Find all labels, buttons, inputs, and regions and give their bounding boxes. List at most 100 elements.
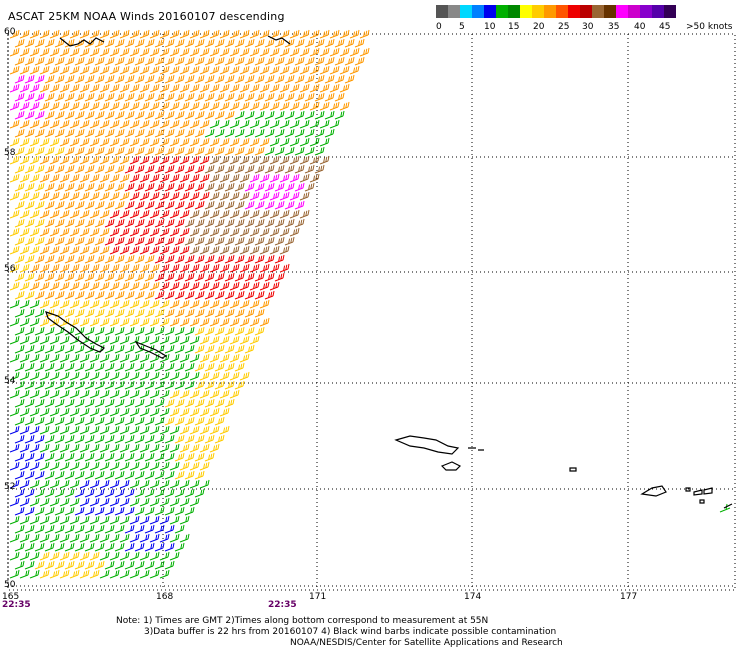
wind-barb (84, 164, 95, 174)
wind-barb (64, 488, 75, 498)
wind-barb (234, 362, 245, 372)
wind-barb (124, 164, 135, 174)
wind-barb (64, 272, 75, 282)
wind-barb (104, 326, 115, 336)
wind-barb (139, 65, 150, 75)
wind-barb (189, 47, 200, 57)
wind-barb (199, 83, 210, 93)
wind-barb (184, 308, 195, 318)
wind-barb (94, 236, 105, 246)
wind-barb (49, 173, 60, 183)
wind-barb (124, 272, 135, 282)
wind-barb (174, 506, 185, 516)
wind-barb (164, 416, 175, 426)
wind-barb (229, 155, 240, 165)
wind-barb (49, 137, 60, 147)
wind-barb (274, 236, 285, 246)
wind-barb (44, 92, 55, 102)
wind-barb (189, 335, 200, 345)
wind-barb (249, 191, 260, 201)
wind-barb (264, 128, 275, 138)
wind-barb (34, 362, 45, 372)
wind-barb (94, 128, 105, 138)
wind-barb (119, 47, 130, 57)
wind-barb (209, 173, 220, 183)
wind-barb (34, 488, 45, 498)
wind-barb (119, 191, 130, 201)
wind-barb (14, 254, 25, 264)
wind-barb (254, 218, 265, 228)
wind-barb (144, 452, 155, 462)
wind-barb (129, 551, 140, 561)
wind-barb (109, 479, 120, 489)
wind-barb (239, 317, 250, 327)
wind-barb (14, 110, 25, 120)
wind-barb (134, 362, 145, 372)
wind-barb (174, 254, 185, 264)
note-line-3: NOAA/NESDIS/Center for Satellite Applica… (290, 638, 563, 648)
wind-barb (69, 209, 80, 219)
wind-barb (219, 407, 230, 417)
wind-barb (214, 236, 225, 246)
wind-barb (34, 470, 45, 480)
wind-barb (279, 47, 290, 57)
wind-barb (29, 173, 40, 183)
wind-barb (199, 227, 210, 237)
wind-barb (34, 92, 45, 102)
wind-barb (89, 173, 100, 183)
wind-barb (239, 65, 250, 75)
wind-barb (104, 488, 115, 498)
wind-barb (74, 182, 85, 192)
wind-barb (64, 416, 75, 426)
wind-barb (84, 560, 95, 570)
wind-barb (214, 92, 225, 102)
wind-barb (194, 488, 205, 498)
wind-barb (49, 245, 60, 255)
wind-barb (229, 209, 240, 219)
wind-barb (164, 326, 175, 336)
wind-barb (94, 506, 105, 516)
wind-barb (9, 353, 20, 363)
wind-barb (294, 56, 305, 66)
wind-barb (239, 191, 250, 201)
wind-barb (169, 173, 180, 183)
wind-barb (234, 326, 245, 336)
wind-barb (64, 200, 75, 210)
wind-barb (119, 533, 130, 543)
wind-barb (24, 128, 35, 138)
wind-barb (124, 308, 135, 318)
wind-barb (229, 227, 240, 237)
wind-barb (99, 515, 110, 525)
wind-barb (24, 488, 35, 498)
wind-barb (104, 92, 115, 102)
wind-barb (344, 38, 355, 48)
wind-barb (29, 353, 40, 363)
wind-barb (134, 38, 145, 48)
wind-barb (259, 317, 270, 327)
wind-barb (209, 299, 220, 309)
wind-barb (54, 146, 65, 156)
wind-barb (134, 236, 145, 246)
wind-barb (159, 245, 170, 255)
wind-barb (74, 344, 85, 354)
wind-barb (114, 38, 125, 48)
wind-barb (74, 398, 85, 408)
wind-barb (194, 416, 205, 426)
wind-barb (64, 74, 75, 84)
wind-barb (259, 65, 270, 75)
legend-swatch (616, 5, 628, 18)
wind-barb (199, 299, 210, 309)
wind-barb (49, 461, 60, 471)
wind-barb (209, 119, 220, 129)
wind-barb (219, 263, 230, 273)
wind-barb (174, 362, 185, 372)
wind-barb (274, 200, 285, 210)
wind-barb (59, 335, 70, 345)
wind-barb (104, 74, 115, 84)
wind-barb (84, 272, 95, 282)
wind-barb (99, 155, 110, 165)
wind-barb (74, 74, 85, 84)
wind-barb (324, 38, 335, 48)
wind-barb (254, 74, 265, 84)
wind-barb (214, 290, 225, 300)
